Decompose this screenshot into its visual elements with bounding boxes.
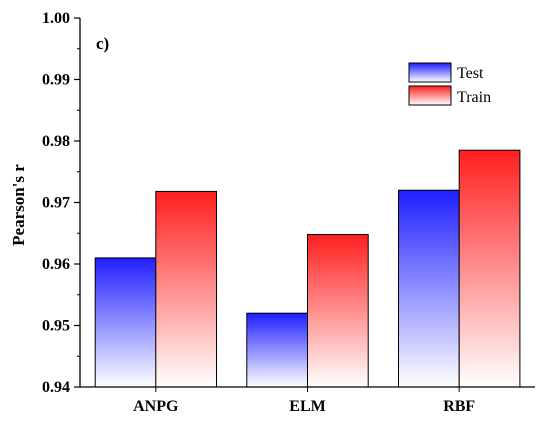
y-tick-label: 0.94 [42,379,70,396]
y-tick-label: 0.96 [42,256,70,273]
y-axis-title: Pearson's r [9,164,28,246]
bar-test-elm [246,312,309,388]
y-tick-label: 0.99 [42,72,70,89]
legend-swatch-test [408,62,452,83]
y-tick-label: 1.00 [42,10,70,27]
y-tick-label: 0.98 [42,133,70,150]
bar-train-anpg [155,190,218,388]
bar-train-rbf [458,149,521,388]
bar-train-elm [307,234,369,388]
x-tick-label: ANPG [133,398,179,415]
legend: Test Train [408,62,491,106]
y-tick-label: 0.97 [42,195,70,212]
panel-label: c) [96,34,109,53]
bars-layer [94,149,521,388]
bar-test-rbf [398,189,460,388]
x-tick-label: RBF [443,398,475,415]
legend-label-train: Train [457,89,491,106]
bar-test-anpg [94,257,157,388]
legend-label-test: Test [457,65,484,82]
x-tick-label: ELM [289,398,325,415]
axes-layer: ANPG ELM RBF 0.94 0.95 0.96 0.97 0.98 0.99 1.00 [42,10,535,415]
legend-swatch-train [408,85,452,106]
y-tick-label: 0.95 [42,318,70,335]
